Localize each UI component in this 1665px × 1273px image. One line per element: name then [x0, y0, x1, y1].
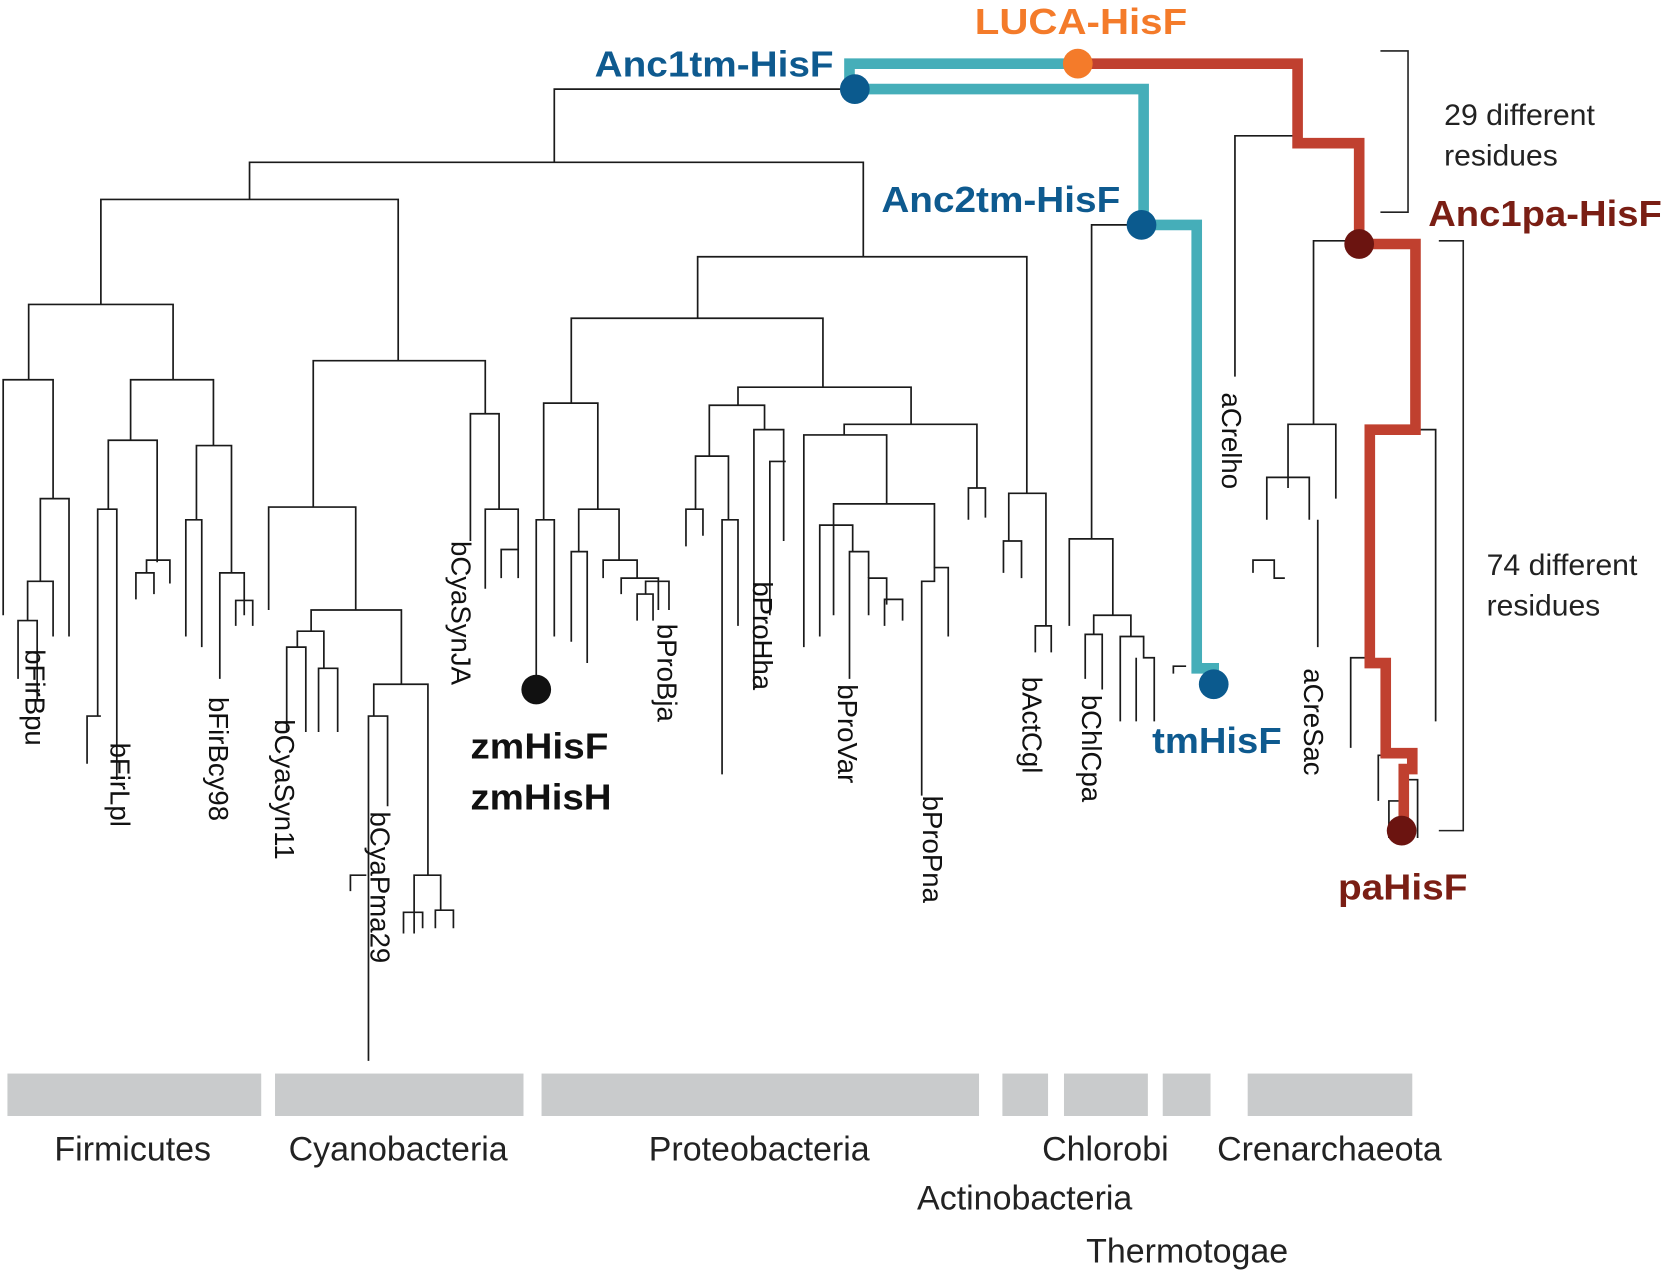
category-label-cyanobacteria: Cyanobacteria [289, 1131, 508, 1169]
category-label-actinobacteria: Actinobacteria [917, 1179, 1132, 1217]
anc1pa-node-dot [1344, 229, 1375, 259]
leaf-label: bProVar [832, 684, 863, 783]
category-label-chlorobi: Chlorobi [1042, 1131, 1169, 1169]
leaf-label: bFirBpu [19, 649, 50, 746]
zmhisf-label: zmHisF [470, 726, 608, 767]
zmhish-label: zmHisH [470, 776, 611, 817]
category-label-proteobacteria: Proteobacteria [649, 1131, 870, 1169]
category-bar-firmicutes [7, 1073, 262, 1116]
leaf-label: bProHha [747, 581, 778, 690]
bracket-29-residues [1380, 50, 1409, 213]
teal-path-anc1tm-to-tmhisf [849, 83, 1220, 674]
leaf-label: bCyaSynJA [445, 541, 476, 686]
diff29-line2: residues [1444, 140, 1558, 173]
anc1tm-node-dot [839, 74, 870, 104]
red-path-luca-to-pahisf [1072, 58, 1421, 836]
tree-branches [2, 88, 1437, 1061]
category-bar-thermotogae [1162, 1073, 1211, 1116]
diff74-line1: 74 different [1487, 549, 1639, 582]
leaf-label: bProBja [651, 624, 682, 723]
anc2tm-label: Anc2tm-HisF [881, 179, 1120, 220]
tmhisf-node-dot [1198, 669, 1229, 700]
leaf-label: bFirBcy98 [203, 697, 234, 821]
category-label-crenarchaeota: Crenarchaeota [1217, 1131, 1442, 1169]
leaf-label: bChlCpa [1076, 695, 1107, 803]
luca-node-dot [1062, 48, 1093, 79]
category-label-firmicutes: Firmicutes [54, 1131, 211, 1169]
category-bars [7, 1073, 1413, 1116]
bracket-74-residues [1438, 240, 1465, 832]
leaf-label: bActCgl [1017, 677, 1048, 774]
leaf-label: bFirLpl [104, 743, 135, 827]
category-bar-proteobacteria [541, 1073, 980, 1116]
pahisf-node-dot [1386, 815, 1417, 846]
leaf-label: bCyaSyn11 [269, 719, 300, 859]
category-bar-cyanobacteria [275, 1073, 524, 1116]
pahisf-label: paHisF [1338, 867, 1468, 908]
leaf-label: bCyaPma29 [365, 812, 396, 964]
luca-label: LUCA-HisF [975, 1, 1187, 42]
category-bar-actinobacteria [1002, 1073, 1049, 1116]
diff74-line2: residues [1487, 589, 1601, 622]
zmhisf-node-dot [521, 674, 552, 705]
anc2tm-node-dot [1126, 210, 1157, 240]
tmhisf-label: tmHisF [1152, 720, 1282, 761]
leaf-label: bProPna [917, 796, 948, 904]
leaf-label: aCreSac [1298, 668, 1329, 775]
anc1pa-label: Anc1pa-HisF [1428, 193, 1662, 234]
anc1tm-label: Anc1tm-HisF [595, 43, 834, 84]
leaf-label: aCrelho [1216, 393, 1247, 490]
category-bar-chlorobi [1063, 1073, 1148, 1116]
category-label-thermotogae: Thermotogae [1086, 1232, 1288, 1270]
diff29-line1: 29 different [1444, 99, 1596, 132]
category-bar-crenarchaeota [1247, 1073, 1413, 1116]
